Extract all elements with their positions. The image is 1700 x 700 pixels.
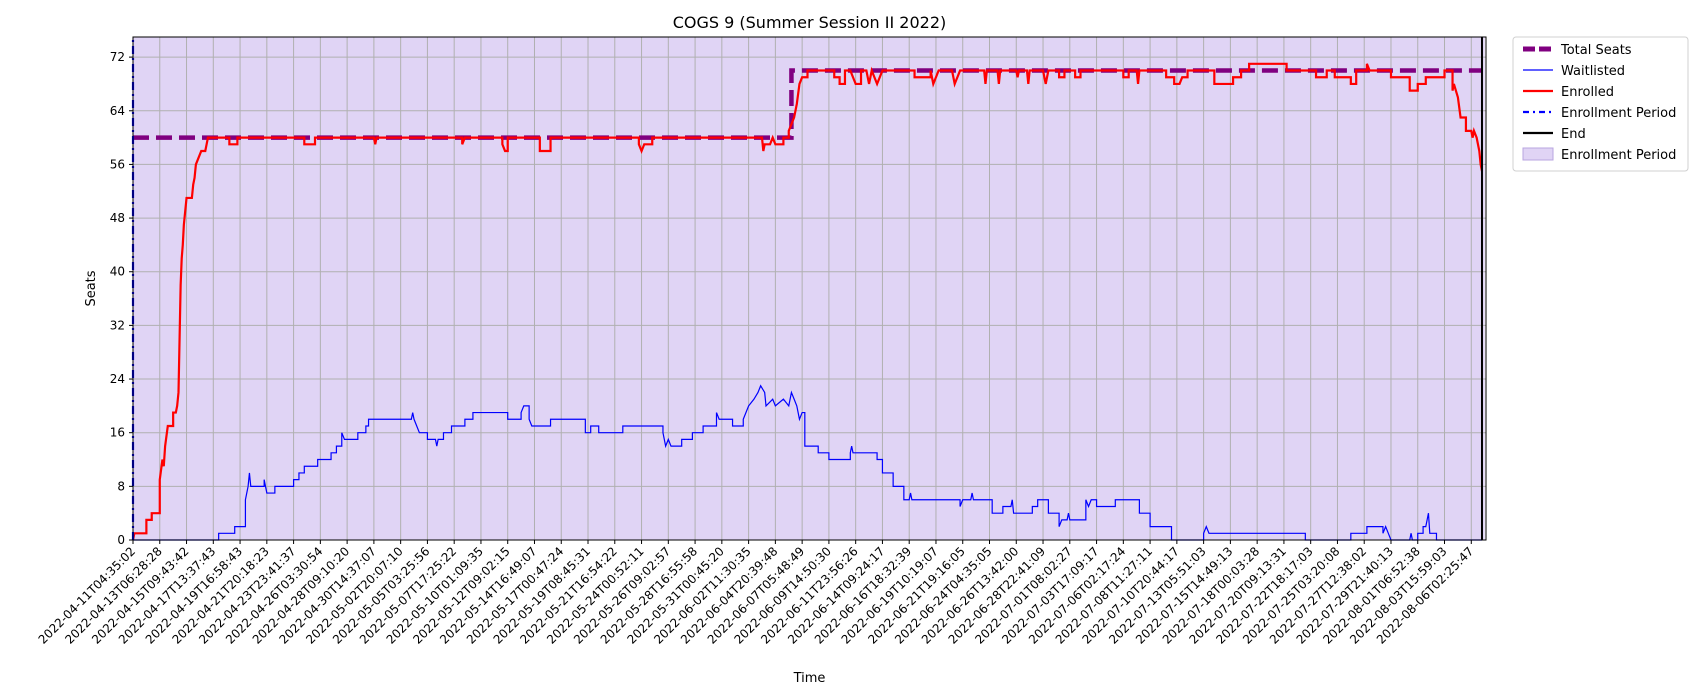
legend-label: Enrollment Period — [1561, 148, 1676, 163]
grid-lines — [132, 37, 1486, 541]
y-tick-label: 32 — [110, 318, 125, 332]
waitlisted-line — [133, 384, 1482, 541]
x-axis-label: Time — [793, 671, 826, 686]
y-tick-label: 64 — [110, 104, 125, 118]
y-tick-label: 0 — [117, 533, 125, 547]
y-tick-labels: 0 8 16 24 32 40 48 56 64 72 — [110, 50, 125, 547]
y-tick-label: 56 — [110, 157, 125, 171]
enrollment-period-shade — [133, 37, 1485, 540]
y-tick-label: 72 — [110, 50, 125, 64]
enrolled-line — [131, 62, 1484, 541]
y-tick-label: 8 — [117, 479, 125, 493]
legend-swatch — [1522, 147, 1554, 161]
plot-frame — [132, 36, 1487, 541]
legend-label: End — [1561, 127, 1586, 142]
legend-label: Enrollment Period — [1561, 106, 1676, 121]
chart-title: COGS 9 (Summer Session II 2022) — [673, 13, 947, 32]
y-axis-label: Seats — [84, 270, 99, 306]
legend-label: Waitlisted — [1561, 64, 1625, 79]
plot-area — [133, 37, 1485, 540]
axes — [129, 36, 1487, 544]
y-tick-label: 40 — [110, 265, 125, 279]
legend-label: Enrolled — [1561, 85, 1614, 100]
legend-label: Total Seats — [1560, 43, 1632, 58]
y-tick-label: 24 — [110, 372, 125, 386]
legend: Total Seats Waitlisted Enrolled Enrollment … — [1512, 36, 1689, 172]
y-tick-label: 16 — [110, 426, 125, 440]
y-tick-label: 48 — [110, 211, 125, 225]
legend-box — [1512, 36, 1689, 172]
x-tick-labels: 2022-04-11T04:35:022022-04-13T06:28:2820… — [36, 544, 1477, 647]
